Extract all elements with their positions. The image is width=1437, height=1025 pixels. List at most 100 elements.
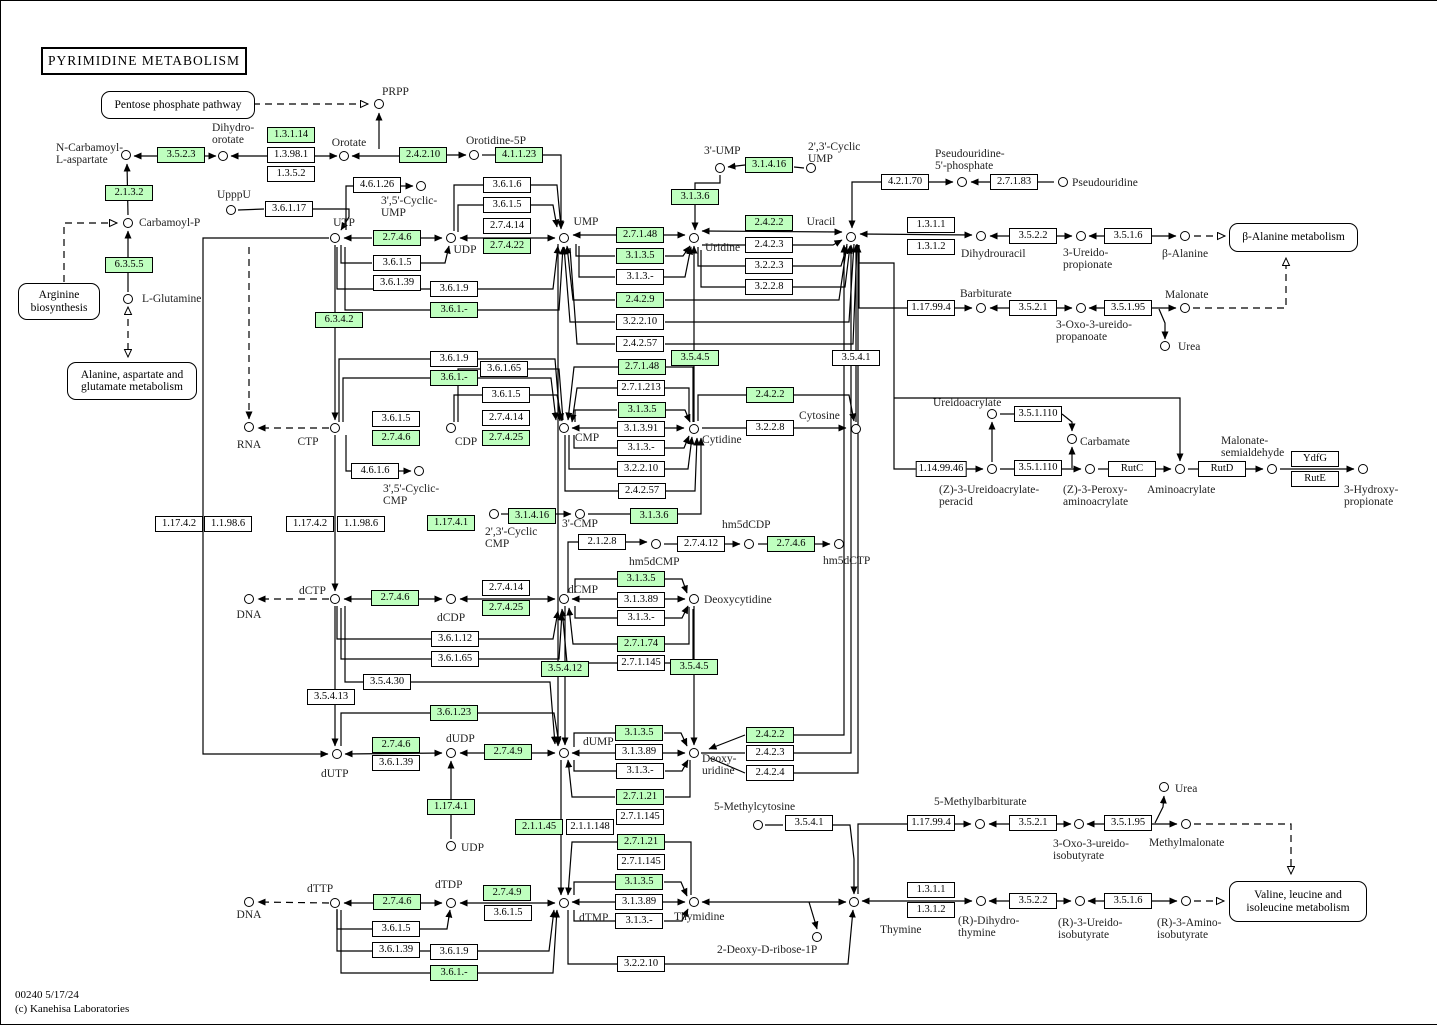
enzyme-box-3-5-1-95[interactable]: 3.5.1.95 <box>1104 815 1152 831</box>
enzyme-box-2-7-4-9[interactable]: 2.7.4.9 <box>483 885 531 901</box>
enzyme-box-3-1-4-16[interactable]: 3.1.4.16 <box>508 508 556 524</box>
enzyme-box-3-1-3[interactable]: 3.1.3.- <box>617 610 665 626</box>
compound-node[interactable] <box>1175 464 1185 474</box>
enzyme-box-3-6-1-6[interactable]: 3.6.1.6 <box>483 177 531 193</box>
compound-node[interactable] <box>812 932 822 942</box>
compound-node[interactable] <box>975 819 985 829</box>
enzyme-box-2-7-4-22[interactable]: 2.7.4.22 <box>483 238 531 254</box>
compound-node[interactable] <box>446 841 456 851</box>
enzyme-box-2-1-1-45[interactable]: 2.1.1.45 <box>515 819 563 835</box>
enzyme-box-1-1-98-6[interactable]: 1.1.98.6 <box>204 516 252 532</box>
compound-node[interactable] <box>851 424 861 434</box>
enzyme-box-3-1-3-5[interactable]: 3.1.3.5 <box>615 725 663 741</box>
enzyme-box-2-7-1-83[interactable]: 2.7.1.83 <box>990 174 1038 190</box>
enzyme-box-3-1-3-89[interactable]: 3.1.3.89 <box>615 744 663 760</box>
compound-node[interactable] <box>846 232 856 242</box>
compound-node[interactable] <box>987 464 997 474</box>
compound-node[interactable] <box>689 594 699 604</box>
compound-node[interactable] <box>244 594 254 604</box>
pathway-link-valine-leucine-and[interactable]: Valine, leucine and isoleucine metabolism <box>1229 881 1367 922</box>
enzyme-box-2-1-3-2[interactable]: 2.1.3.2 <box>105 185 153 201</box>
enzyme-box-2-4-2-57[interactable]: 2.4.2.57 <box>616 336 664 352</box>
enzyme-box-3-6-1-5[interactable]: 3.6.1.5 <box>372 411 420 427</box>
enzyme-box-3-1-3-5[interactable]: 3.1.3.5 <box>618 402 666 418</box>
enzyme-box-3-1-4-16[interactable]: 3.1.4.16 <box>745 157 793 173</box>
enzyme-box-1-3-1-1[interactable]: 1.3.1.1 <box>907 217 955 233</box>
enzyme-box-3-5-4-30[interactable]: 3.5.4.30 <box>363 674 411 690</box>
enzyme-box-3-6-1[interactable]: 3.6.1.- <box>430 370 478 386</box>
enzyme-box-rutc[interactable]: RutC <box>1108 461 1156 477</box>
enzyme-box-6-3-5-5[interactable]: 6.3.5.5 <box>105 257 153 273</box>
enzyme-box-2-1-1-148[interactable]: 2.1.1.148 <box>566 819 614 835</box>
enzyme-box-3-6-1[interactable]: 3.6.1.- <box>430 965 478 981</box>
compound-node[interactable] <box>976 303 986 313</box>
compound-node[interactable] <box>446 423 456 433</box>
compound-node[interactable] <box>446 594 456 604</box>
compound-node[interactable] <box>1085 464 1095 474</box>
compound-node[interactable] <box>1358 464 1368 474</box>
enzyme-box-2-7-1-21[interactable]: 2.7.1.21 <box>617 834 665 850</box>
enzyme-box-1-17-99-4[interactable]: 1.17.99.4 <box>907 815 955 831</box>
enzyme-box-3-5-2-2[interactable]: 3.5.2.2 <box>1009 893 1057 909</box>
compound-node[interactable] <box>559 233 569 243</box>
enzyme-box-1-17-99-4[interactable]: 1.17.99.4 <box>907 300 955 316</box>
enzyme-box-ydfg[interactable]: YdfG <box>1291 451 1339 467</box>
compound-node[interactable] <box>374 99 384 109</box>
pathway-link-alanine-aspartate-and[interactable]: Alanine, aspartate and glutamate metaboli… <box>67 362 197 400</box>
enzyme-box-3-6-1-39[interactable]: 3.6.1.39 <box>373 275 421 291</box>
compound-node[interactable] <box>414 466 424 476</box>
enzyme-box-3-6-1-23[interactable]: 3.6.1.23 <box>430 705 478 721</box>
enzyme-box-3-5-1-95[interactable]: 3.5.1.95 <box>1104 300 1152 316</box>
enzyme-box-3-5-2-3[interactable]: 3.5.2.3 <box>157 147 205 163</box>
enzyme-box-3-6-1-17[interactable]: 3.6.1.17 <box>265 201 313 217</box>
enzyme-box-1-3-1-2[interactable]: 1.3.1.2 <box>907 239 955 255</box>
compound-node[interactable] <box>575 509 585 519</box>
enzyme-box-4-1-1-23[interactable]: 4.1.1.23 <box>495 147 543 163</box>
enzyme-box-2-7-1-213[interactable]: 2.7.1.213 <box>617 380 665 396</box>
enzyme-box-4-6-1-6[interactable]: 4.6.1.6 <box>351 463 399 479</box>
compound-node[interactable] <box>123 294 133 304</box>
enzyme-box-3-6-1-12[interactable]: 3.6.1.12 <box>431 631 479 647</box>
enzyme-box-3-6-1[interactable]: 3.6.1.- <box>430 302 478 318</box>
compound-node[interactable] <box>1076 231 1086 241</box>
compound-node[interactable] <box>987 409 997 419</box>
enzyme-box-2-7-1-74[interactable]: 2.7.1.74 <box>617 636 665 652</box>
enzyme-box-3-6-1-9[interactable]: 3.6.1.9 <box>430 351 478 367</box>
enzyme-box-2-7-1-48[interactable]: 2.7.1.48 <box>616 227 664 243</box>
enzyme-box-2-7-4-6[interactable]: 2.7.4.6 <box>372 430 420 446</box>
compound-node[interactable] <box>332 749 342 759</box>
compound-node[interactable] <box>559 594 569 604</box>
enzyme-box-3-1-3-5[interactable]: 3.1.3.5 <box>617 571 665 587</box>
enzyme-box-1-14-99-46[interactable]: 1.14.99.46 <box>915 461 967 477</box>
compound-node[interactable] <box>244 422 254 432</box>
compound-node[interactable] <box>218 151 228 161</box>
compound-node[interactable] <box>559 423 569 433</box>
enzyme-box-2-4-2-3[interactable]: 2.4.2.3 <box>745 237 793 253</box>
enzyme-box-2-7-4-6[interactable]: 2.7.4.6 <box>373 230 421 246</box>
compound-node[interactable] <box>226 205 236 215</box>
enzyme-box-3-5-1-110[interactable]: 3.5.1.110 <box>1014 406 1062 422</box>
enzyme-box-2-4-2-2[interactable]: 2.4.2.2 <box>746 387 794 403</box>
enzyme-box-3-2-2-8[interactable]: 3.2.2.8 <box>746 420 794 436</box>
enzyme-box-6-3-4-2[interactable]: 6.3.4.2 <box>315 312 363 328</box>
pathway-link-alanine-metabolism[interactable]: β-Alanine metabolism <box>1229 223 1358 252</box>
enzyme-box-3-1-3-89[interactable]: 3.1.3.89 <box>615 894 663 910</box>
enzyme-box-3-6-1-9[interactable]: 3.6.1.9 <box>430 944 478 960</box>
enzyme-box-3-5-2-2[interactable]: 3.5.2.2 <box>1009 228 1057 244</box>
enzyme-box-3-6-1-5[interactable]: 3.6.1.5 <box>373 255 421 271</box>
compound-node[interactable] <box>1075 896 1085 906</box>
enzyme-box-3-5-4-1[interactable]: 3.5.4.1 <box>785 815 833 831</box>
enzyme-box-3-1-3[interactable]: 3.1.3.- <box>616 269 664 285</box>
compound-node[interactable] <box>330 594 340 604</box>
compound-node[interactable] <box>976 231 986 241</box>
compound-node[interactable] <box>446 748 456 758</box>
enzyme-box-3-2-2-10[interactable]: 3.2.2.10 <box>617 461 665 477</box>
enzyme-box-2-7-1-145[interactable]: 2.7.1.145 <box>617 854 665 870</box>
compound-node[interactable] <box>446 898 456 908</box>
enzyme-box-1-3-5-2[interactable]: 1.3.5.2 <box>267 166 315 182</box>
enzyme-box-3-6-1-65[interactable]: 3.6.1.65 <box>480 361 528 377</box>
compound-node[interactable] <box>469 150 479 160</box>
enzyme-box-3-5-1-6[interactable]: 3.5.1.6 <box>1104 893 1152 909</box>
enzyme-box-3-2-2-3[interactable]: 3.2.2.3 <box>745 258 793 274</box>
compound-node[interactable] <box>957 177 967 187</box>
